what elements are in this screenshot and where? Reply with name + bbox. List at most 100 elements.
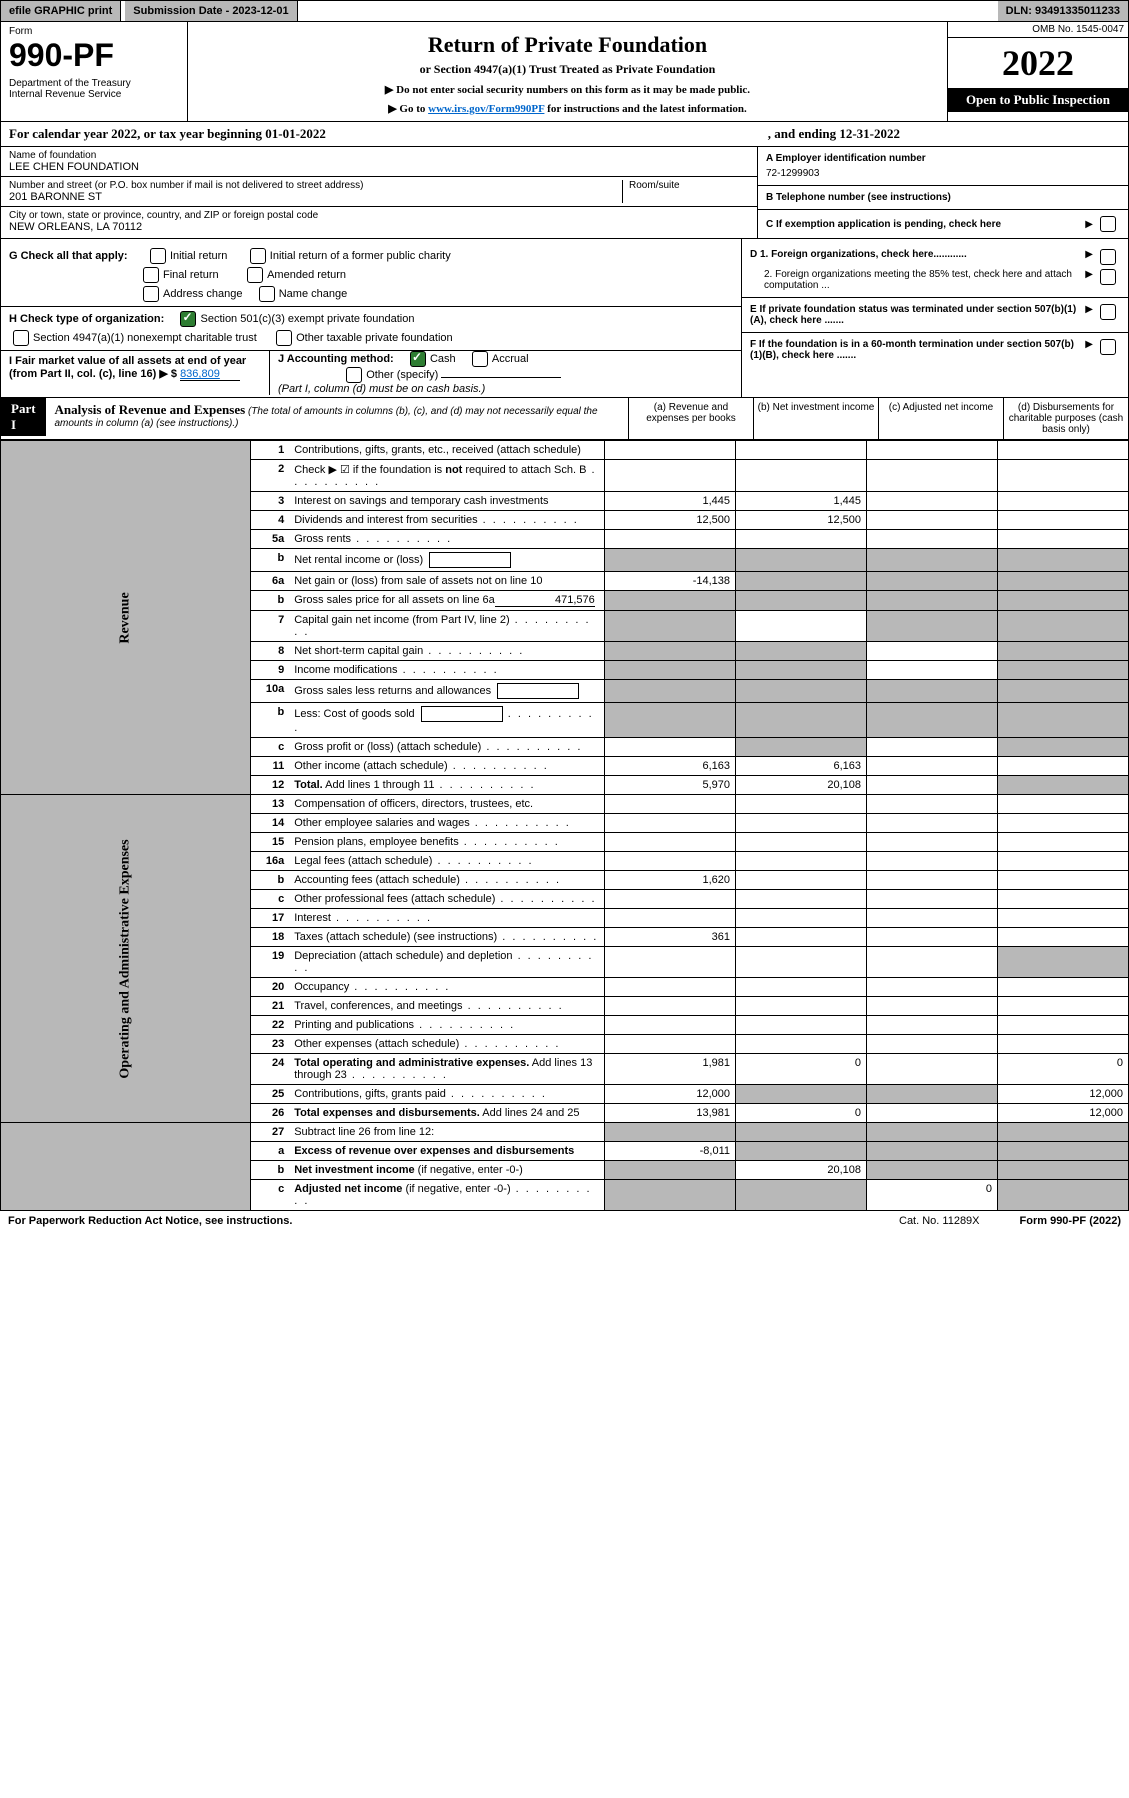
line-number: 6a — [251, 572, 290, 591]
g1-checkbox[interactable] — [150, 248, 166, 264]
cell-value — [998, 492, 1129, 511]
cell-value — [736, 947, 867, 978]
cell-value — [867, 738, 998, 757]
cell-value — [605, 1035, 736, 1054]
line-desc: Gross profit or (loss) (attach schedule) — [289, 738, 604, 757]
d1-checkbox[interactable] — [1100, 249, 1116, 265]
cell-value — [867, 572, 998, 591]
cell-value — [736, 814, 867, 833]
j2-checkbox[interactable] — [472, 351, 488, 367]
table-row: Operating and Administrative Expenses13C… — [1, 795, 1129, 814]
cell-value — [605, 947, 736, 978]
dept-treasury: Department of the Treasury Internal Reve… — [9, 78, 179, 100]
cell-value — [736, 1123, 867, 1142]
foundation-name: LEE CHEN FOUNDATION — [9, 161, 749, 173]
cell-value — [998, 738, 1129, 757]
h3-checkbox[interactable] — [276, 330, 292, 346]
cell-value — [605, 680, 736, 703]
cell-value — [736, 441, 867, 460]
line-number: 23 — [251, 1035, 290, 1054]
line-desc: Occupancy — [289, 978, 604, 997]
line-number: 24 — [251, 1054, 290, 1085]
j1-checkbox[interactable] — [410, 351, 426, 367]
j3-checkbox[interactable] — [346, 367, 362, 383]
addr-block: Number and street (or P.O. box number if… — [1, 177, 757, 207]
cell-value — [736, 833, 867, 852]
top-bar: efile GRAPHIC print Submission Date - 20… — [0, 0, 1129, 22]
f-checkbox[interactable] — [1100, 339, 1116, 355]
e-checkbox[interactable] — [1100, 304, 1116, 320]
cell-value — [998, 511, 1129, 530]
line-desc: Net gain or (loss) from sale of assets n… — [289, 572, 604, 591]
cell-value — [998, 611, 1129, 642]
cell-value — [998, 890, 1129, 909]
cell-value — [736, 680, 867, 703]
cell-value — [998, 909, 1129, 928]
form-number: 990-PF — [9, 37, 179, 74]
cell-value — [605, 909, 736, 928]
line-desc: Accounting fees (attach schedule) — [289, 871, 604, 890]
g5-checkbox[interactable] — [143, 286, 159, 302]
g6-checkbox[interactable] — [259, 286, 275, 302]
fmv-value[interactable]: 836,809 — [180, 368, 240, 381]
line-number: b — [251, 549, 290, 572]
cell-value — [998, 1180, 1129, 1211]
irs-link[interactable]: www.irs.gov/Form990PF — [428, 103, 544, 115]
cell-value: 12,000 — [998, 1104, 1129, 1123]
line-desc: Check ▶ ☑ if the foundation is not requi… — [289, 460, 604, 492]
g2-checkbox[interactable] — [250, 248, 266, 264]
h1-checkbox[interactable] — [180, 311, 196, 327]
cell-value — [998, 572, 1129, 591]
efile-badge[interactable]: efile GRAPHIC print — [1, 1, 121, 21]
city-state-zip: NEW ORLEANS, LA 70112 — [9, 221, 749, 233]
cell-value — [998, 795, 1129, 814]
line-desc: Pension plans, employee benefits — [289, 833, 604, 852]
line-number: 12 — [251, 776, 290, 795]
cell-value — [736, 460, 867, 492]
line-number: 25 — [251, 1085, 290, 1104]
line-desc: Other professional fees (attach schedule… — [289, 890, 604, 909]
cell-value — [605, 978, 736, 997]
d2-checkbox[interactable] — [1100, 269, 1116, 285]
line-number: 5a — [251, 530, 290, 549]
g4-checkbox[interactable] — [247, 267, 263, 283]
line-number: 19 — [251, 947, 290, 978]
line-number: 17 — [251, 909, 290, 928]
tax-year: 2022 — [948, 38, 1128, 88]
line-number: 1 — [251, 441, 290, 460]
line-number: 13 — [251, 795, 290, 814]
g4-label: Amended return — [267, 269, 346, 281]
cell-value — [736, 1085, 867, 1104]
line-number: 26 — [251, 1104, 290, 1123]
cell-value — [867, 1142, 998, 1161]
cell-value — [605, 1016, 736, 1035]
h-label: H Check type of organization: — [9, 313, 164, 325]
addr-label: Number and street (or P.O. box number if… — [9, 180, 622, 191]
checks-left: G Check all that apply: Initial return I… — [1, 239, 741, 397]
j-note: (Part I, column (d) must be on cash basi… — [278, 383, 485, 395]
cell-value — [998, 441, 1129, 460]
cell-value — [736, 909, 867, 928]
c-checkbox[interactable] — [1100, 216, 1116, 232]
h1-label: Section 501(c)(3) exempt private foundat… — [200, 313, 414, 325]
line-desc: Capital gain net income (from Part IV, l… — [289, 611, 604, 642]
g3-checkbox[interactable] — [143, 267, 159, 283]
j1-label: Cash — [430, 353, 456, 365]
cell-value — [736, 661, 867, 680]
part1-header-left: Part I Analysis of Revenue and Expenses … — [1, 398, 628, 439]
h2-checkbox[interactable] — [13, 330, 29, 346]
cell-value — [998, 549, 1129, 572]
cell-value — [998, 1016, 1129, 1035]
cell-value — [867, 460, 998, 492]
cell-value — [867, 511, 998, 530]
cell-value — [867, 441, 998, 460]
section-side-label: Operating and Administrative Expenses — [1, 795, 251, 1123]
line-number: a — [251, 1142, 290, 1161]
cell-value — [998, 814, 1129, 833]
part1-header: Part I Analysis of Revenue and Expenses … — [0, 398, 1129, 440]
cell-value — [867, 978, 998, 997]
city-label: City or town, state or province, country… — [9, 210, 749, 221]
line-desc: Total. Add lines 1 through 11 — [289, 776, 604, 795]
line-number: 11 — [251, 757, 290, 776]
e-label: E If private foundation status was termi… — [750, 304, 1076, 326]
